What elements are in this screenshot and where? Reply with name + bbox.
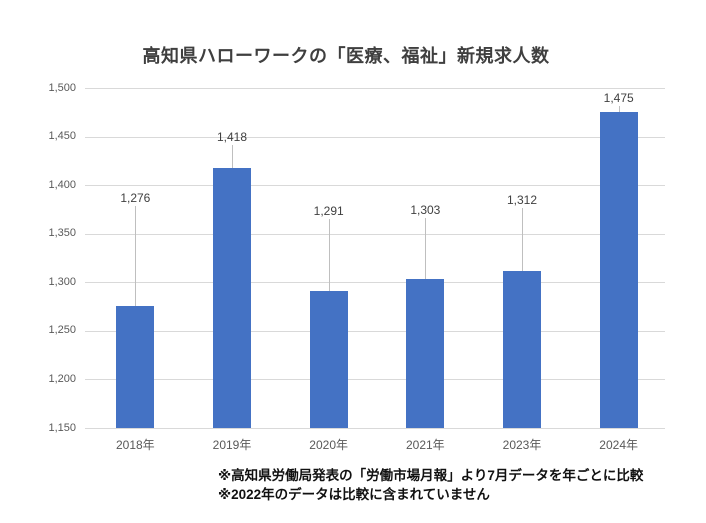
bar-2020年 — [309, 291, 348, 428]
data-label: 1,475 — [603, 91, 634, 106]
gridline — [85, 282, 665, 284]
x-axis-tick-label: 2023年 — [502, 438, 542, 452]
y-axis-tick-label: 1,150 — [48, 421, 76, 434]
bar-2018年 — [116, 305, 155, 428]
footnotes: ※高知県労働局発表の「労働市場月報」より7月データを年ごとに比較 ※2022年の… — [218, 466, 643, 504]
footnote-line-2: ※2022年のデータは比較に含まれていません — [218, 487, 490, 502]
data-label: 1,303 — [410, 203, 441, 218]
x-axis-tick-label: 2021年 — [405, 438, 445, 452]
x-axis-tick-label: 2020年 — [309, 438, 348, 452]
bar-2021年 — [406, 279, 445, 428]
y-axis-tick-label: 1,300 — [48, 275, 76, 288]
x-axis-tick-label: 2018年 — [115, 438, 155, 452]
data-label-leader-line — [425, 218, 427, 280]
y-axis-tick-label: 1,250 — [48, 324, 76, 337]
gridline — [85, 136, 665, 138]
x-axis-tick-label: 2019年 — [212, 438, 252, 452]
footnote-line-1: ※高知県労働局発表の「労働市場月報」より7月データを年ごとに比較 — [218, 468, 644, 483]
data-label: 1,312 — [506, 192, 538, 207]
y-axis-tick-label: 1,400 — [48, 178, 76, 191]
gridline — [85, 330, 665, 332]
y-axis-tick-label: 1,350 — [48, 227, 76, 240]
data-label: 1,418 — [216, 129, 248, 144]
bar-2024年 — [599, 112, 638, 428]
data-label-leader-line — [135, 205, 137, 306]
data-label: 1,291 — [313, 204, 344, 219]
x-axis-tick-label: 2024年 — [599, 438, 638, 452]
bar-2023年 — [503, 270, 541, 428]
data-label-leader-line — [328, 219, 330, 292]
gridline — [85, 379, 665, 381]
data-label-leader-line — [232, 144, 233, 168]
gridline — [85, 233, 665, 235]
gridline — [85, 185, 665, 187]
y-axis-tick-label: 1,450 — [48, 130, 76, 143]
data-label-leader-line — [522, 207, 523, 271]
gridline — [85, 428, 665, 429]
gridline — [85, 88, 665, 89]
y-axis-tick-label: 1,200 — [48, 372, 76, 385]
chart-title: 高知県ハローワークの「医療、福祉」新規求人数 — [142, 46, 550, 66]
data-label-leader-line — [618, 106, 620, 113]
bar-2019年 — [213, 167, 251, 428]
y-axis-tick-label: 1,500 — [48, 81, 76, 94]
data-label: 1,276 — [120, 190, 151, 205]
